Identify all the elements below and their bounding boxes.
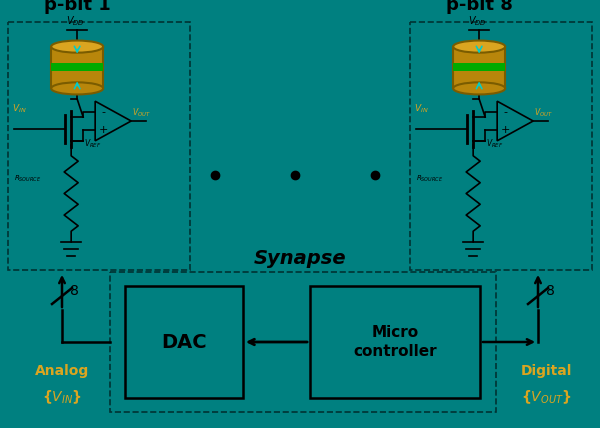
Text: -: - <box>503 107 507 117</box>
Ellipse shape <box>51 82 103 95</box>
Text: p-bit 8: p-bit 8 <box>446 0 512 14</box>
Text: Digital: Digital <box>520 364 572 378</box>
Text: 8: 8 <box>70 284 79 298</box>
Ellipse shape <box>51 41 103 53</box>
Text: 8: 8 <box>546 284 555 298</box>
Text: p-bit 1: p-bit 1 <box>44 0 110 14</box>
Bar <box>310 286 480 398</box>
Text: $V_{IN}$: $V_{IN}$ <box>12 102 26 115</box>
Bar <box>51 47 103 89</box>
Text: +: + <box>98 125 108 135</box>
Bar <box>453 63 505 71</box>
Ellipse shape <box>453 41 505 53</box>
Text: Synapse: Synapse <box>254 249 346 268</box>
Text: $R_{SOURCE}$: $R_{SOURCE}$ <box>14 174 41 184</box>
Text: $V_{REF}$: $V_{REF}$ <box>84 138 101 150</box>
Text: $R_{SOURCE}$: $R_{SOURCE}$ <box>416 174 443 184</box>
Text: $V_{DD}$: $V_{DD}$ <box>468 14 487 28</box>
Text: $V_{REF}$: $V_{REF}$ <box>486 138 503 150</box>
Text: {$V_{OUT}$}: {$V_{OUT}$} <box>521 389 571 406</box>
Bar <box>110 272 496 412</box>
Text: -: - <box>101 107 105 117</box>
Bar <box>8 22 190 270</box>
Text: $V_{OUT}$: $V_{OUT}$ <box>132 107 151 119</box>
Bar <box>51 63 103 71</box>
Text: DAC: DAC <box>161 333 207 351</box>
Bar <box>125 286 243 398</box>
Bar <box>410 22 592 270</box>
Bar <box>453 47 505 89</box>
Text: $V_{IN}$: $V_{IN}$ <box>414 102 428 115</box>
Text: Micro
controller: Micro controller <box>353 325 437 359</box>
Ellipse shape <box>453 82 505 95</box>
Text: Analog: Analog <box>35 364 89 378</box>
Text: {$V_{IN}$}: {$V_{IN}$} <box>42 389 82 406</box>
Text: $V_{DD}$: $V_{DD}$ <box>66 14 85 28</box>
Text: +: + <box>500 125 510 135</box>
Text: $V_{OUT}$: $V_{OUT}$ <box>534 107 553 119</box>
